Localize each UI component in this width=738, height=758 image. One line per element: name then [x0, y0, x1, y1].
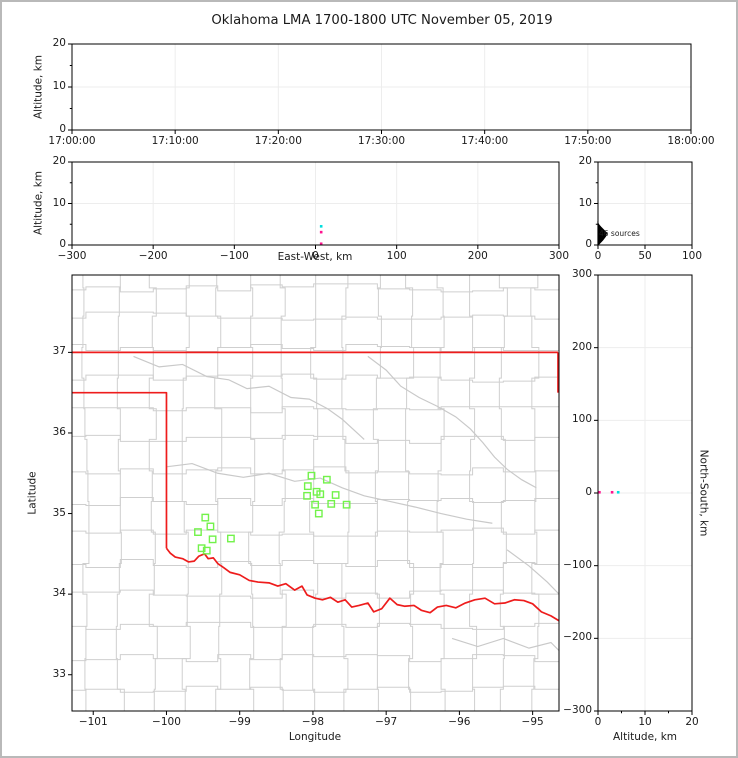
lma-station-marker — [206, 522, 215, 531]
altitude_histogram-ticks — [594, 161, 693, 249]
lma-station-marker — [327, 499, 336, 508]
time_height-xtick-label: 17:10:00 — [151, 135, 199, 147]
lma-station-marker — [303, 491, 311, 500]
lma-station-marker — [201, 513, 210, 522]
map-xlabel: Longitude — [288, 731, 342, 743]
lightning-source-dot — [319, 242, 323, 246]
plan_view_map-ytick-label: 33 — [52, 667, 66, 680]
time_height-xtick-label: 18:00:00 — [667, 135, 715, 147]
altitude_histogram-xtick-label: 0 — [594, 250, 602, 262]
ew_height-gridlines — [72, 162, 559, 245]
ew_height-xtick-label: −200 — [138, 250, 168, 262]
figure-title: Oklahoma LMA 1700-1800 UTC November 05, … — [211, 13, 553, 28]
lightning-source-dot — [319, 225, 323, 228]
time_height-xtick-label: 17:30:00 — [357, 135, 406, 147]
lightning-source-dot — [598, 490, 601, 494]
plan_view_map-ytick-label: 37 — [52, 345, 66, 358]
plan_view_map-xtick-label: −97 — [375, 716, 398, 728]
ns_height-ytick-label: −300 — [563, 704, 592, 716]
ew-panel-xlabel: East-West, km — [277, 251, 353, 263]
plan_view_map-ticks — [68, 351, 534, 715]
ew_height-xtick-label: 300 — [548, 250, 570, 262]
ew_height-ytick-label: 20 — [52, 155, 66, 167]
altitude_histogram-ytick-label: 20 — [578, 155, 592, 167]
rivers — [133, 355, 559, 651]
ew_height-xtick-label: 200 — [467, 250, 488, 262]
lightning-source-dot — [319, 230, 323, 234]
lma-station-marker — [314, 509, 323, 518]
ns_height-ytick-label: 0 — [585, 486, 592, 498]
plan_view_map-ytick-label: 36 — [52, 425, 66, 438]
lma-station-marker — [316, 490, 325, 499]
lma-stations — [194, 471, 351, 555]
time_height-xtick-label: 17:50:00 — [564, 135, 612, 147]
lma-station-marker — [194, 528, 202, 536]
lightning-source-dot — [616, 490, 620, 494]
ns_height-ytick-label: −100 — [563, 558, 592, 571]
time_height-xtick-label: 17:20:00 — [254, 135, 302, 147]
plan_view_map-xtick-label: −98 — [301, 716, 325, 728]
ns_height-ticks — [594, 274, 693, 715]
plan_view_map-xtick-label: −100 — [152, 716, 181, 728]
ns_height-xtick-label: 10 — [638, 716, 652, 728]
ew_height-ytick-label: 10 — [52, 196, 66, 209]
altitude_histogram-gridlines — [598, 162, 692, 245]
lma-station-marker — [202, 546, 211, 555]
lma-station-marker — [307, 471, 316, 480]
time_height-ytick-label: 10 — [52, 80, 66, 92]
altitude_histogram-xtick-label: 50 — [638, 250, 652, 262]
ew_height-xtick-label: −100 — [219, 250, 249, 262]
plan_view_map-ytick-label: 35 — [52, 506, 66, 519]
source-count-annotation: 46 sources — [599, 229, 640, 238]
time_height-xtick-label: 17:00:00 — [48, 135, 96, 147]
state-border — [72, 351, 559, 622]
time_height-ytick-label: 20 — [52, 37, 66, 49]
lma-station-marker — [331, 491, 340, 499]
ew_height-xtick-label: 100 — [386, 250, 407, 262]
plan_view_map-xtick-label: −101 — [78, 716, 108, 728]
red-river-border — [165, 547, 559, 622]
ew_height-ticks — [68, 161, 560, 249]
lma-station-marker — [342, 500, 351, 509]
ew_height-xtick-label: 0 — [312, 250, 319, 262]
lightning-source-dot — [610, 490, 614, 494]
lma-station-marker — [208, 535, 217, 544]
county-grid — [72, 275, 559, 711]
lma-station-marker — [227, 534, 235, 543]
ns_height-ytick-label: −200 — [563, 631, 592, 644]
lma-station-marker — [197, 544, 206, 553]
lma-station-marker — [303, 482, 312, 491]
ns-panel-ylabel: North-South, km — [697, 449, 710, 537]
ns_height-ytick-label: 200 — [571, 340, 592, 353]
ns-panel-xlabel: Altitude, km — [612, 731, 678, 743]
lma-station-marker — [311, 500, 320, 509]
time_height-xtick-label: 17:40:00 — [461, 135, 509, 147]
altitude_histogram-ytick-label: 0 — [585, 238, 592, 250]
altitude_histogram-xtick-label: 100 — [681, 250, 703, 262]
ew_height-ytick-label: 0 — [59, 238, 66, 250]
time_height-ytick-label: 0 — [59, 123, 66, 135]
time_height-gridlines — [72, 44, 691, 130]
plan_view_map-panel-frame — [71, 274, 560, 712]
ns_height-ytick-label: 300 — [571, 268, 592, 280]
ns_height-ytick-label: 100 — [571, 413, 592, 426]
ew_height-xtick-label: −300 — [57, 250, 87, 262]
plan_view_map-xtick-label: −95 — [521, 716, 544, 728]
time_height-ticks — [68, 43, 692, 134]
plan_view_map-xtick-label: −96 — [448, 716, 471, 728]
ns_height-xtick-label: 20 — [685, 716, 699, 728]
lma-station-marker — [322, 475, 331, 484]
map-layers — [72, 275, 559, 711]
ns_height-gridlines — [598, 275, 692, 711]
ns_height-xtick-label: 0 — [594, 716, 602, 728]
altitude_histogram-ytick-label: 10 — [578, 196, 592, 209]
plan_view_map-xtick-label: −99 — [228, 716, 251, 728]
plan_view_map-ytick-label: 34 — [52, 587, 66, 600]
